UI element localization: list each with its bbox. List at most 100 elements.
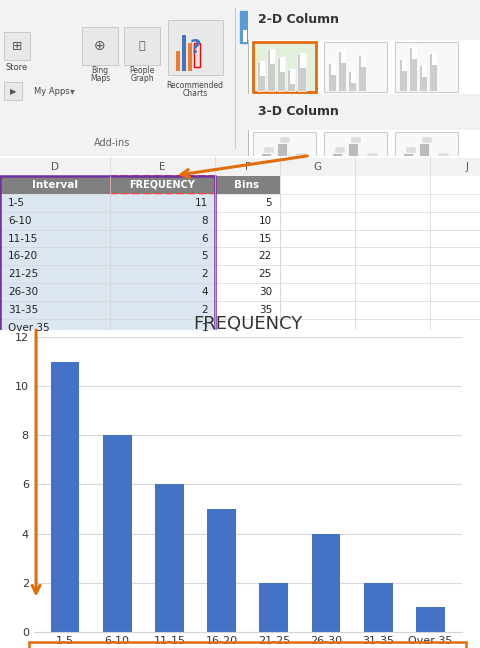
Text: 2: 2 bbox=[201, 305, 207, 316]
Bar bbox=[215, 283, 279, 301]
Bar bbox=[331, 11, 357, 43]
Bar bbox=[279, 57, 285, 72]
Text: 35: 35 bbox=[258, 305, 271, 316]
Bar bbox=[350, 71, 356, 83]
Text: Bins: Bins bbox=[234, 179, 259, 189]
Bar bbox=[401, 59, 406, 71]
Bar bbox=[240, 11, 267, 43]
Bar bbox=[279, 229, 480, 248]
Text: ⊞: ⊞ bbox=[12, 40, 22, 52]
Bar bbox=[215, 319, 279, 338]
Bar bbox=[193, 43, 200, 67]
Bar bbox=[408, 47, 416, 91]
Text: 21-25: 21-25 bbox=[8, 270, 38, 279]
Bar bbox=[50, 362, 79, 632]
Text: Add-ins: Add-ins bbox=[94, 139, 130, 148]
Bar bbox=[391, 11, 417, 43]
Bar bbox=[257, 34, 262, 42]
Bar bbox=[124, 27, 160, 65]
Bar bbox=[293, 214, 303, 233]
Text: D: D bbox=[51, 161, 59, 172]
Text: 10: 10 bbox=[258, 216, 271, 226]
Bar bbox=[411, 47, 416, 59]
Bar bbox=[82, 27, 118, 65]
Bar bbox=[176, 51, 180, 71]
Bar bbox=[247, 94, 480, 130]
Text: Over 35: Over 35 bbox=[8, 323, 49, 334]
Text: People: People bbox=[129, 65, 155, 75]
Bar bbox=[296, 209, 306, 214]
Bar bbox=[434, 159, 444, 181]
Text: 5: 5 bbox=[201, 251, 207, 262]
Bar bbox=[301, 11, 327, 43]
Text: Interval: Interval bbox=[32, 179, 78, 189]
Bar bbox=[110, 301, 215, 319]
Text: 6: 6 bbox=[201, 233, 207, 244]
Text: 6-10: 6-10 bbox=[8, 216, 31, 226]
Bar bbox=[207, 509, 236, 632]
Bar bbox=[215, 194, 279, 211]
Bar bbox=[4, 82, 22, 100]
Bar bbox=[252, 183, 315, 233]
Bar bbox=[0, 301, 110, 319]
Text: 3-D Column: 3-D Column bbox=[257, 105, 338, 119]
Bar bbox=[367, 153, 377, 159]
Text: 16-20: 16-20 bbox=[8, 251, 38, 262]
Bar bbox=[361, 11, 387, 43]
Bar bbox=[242, 30, 247, 42]
Text: 31-35: 31-35 bbox=[8, 305, 38, 316]
Bar bbox=[256, 61, 264, 91]
Bar bbox=[311, 533, 340, 632]
Bar bbox=[300, 53, 305, 68]
Bar bbox=[110, 176, 215, 194]
Bar bbox=[103, 435, 132, 632]
Bar bbox=[0, 176, 215, 338]
Bar bbox=[110, 176, 215, 194]
Bar bbox=[290, 69, 295, 84]
Bar bbox=[415, 607, 444, 632]
Bar bbox=[360, 55, 366, 67]
Text: 15: 15 bbox=[258, 233, 271, 244]
Bar bbox=[269, 49, 275, 64]
Text: 8: 8 bbox=[201, 216, 207, 226]
Bar bbox=[110, 283, 215, 301]
Bar bbox=[155, 485, 183, 632]
Bar bbox=[293, 159, 303, 181]
Bar bbox=[110, 319, 215, 338]
Bar bbox=[0, 194, 110, 211]
Text: J: J bbox=[465, 161, 468, 172]
Bar bbox=[4, 32, 30, 60]
Bar bbox=[252, 42, 315, 92]
Bar bbox=[323, 132, 386, 181]
Text: 11: 11 bbox=[194, 198, 207, 207]
Bar bbox=[421, 65, 426, 77]
Bar bbox=[279, 266, 480, 283]
Text: 5: 5 bbox=[265, 198, 271, 207]
Bar bbox=[424, 0, 480, 43]
Bar bbox=[279, 137, 290, 143]
Text: View: View bbox=[442, 34, 462, 43]
Bar bbox=[279, 319, 480, 338]
Text: More Column Charts...: More Column Charts... bbox=[269, 238, 394, 248]
Bar bbox=[437, 153, 448, 159]
Bar bbox=[188, 43, 192, 71]
Text: ▾: ▾ bbox=[251, 43, 254, 52]
Bar bbox=[297, 53, 305, 91]
Bar bbox=[398, 59, 406, 91]
Text: ⊞: ⊞ bbox=[255, 238, 264, 248]
Text: 4: 4 bbox=[201, 288, 207, 297]
Bar bbox=[110, 229, 215, 248]
Text: 26-30: 26-30 bbox=[8, 288, 38, 297]
Bar bbox=[330, 63, 335, 75]
Bar bbox=[252, 132, 315, 181]
Bar bbox=[110, 248, 215, 266]
Text: 2: 2 bbox=[201, 270, 207, 279]
Bar bbox=[363, 583, 392, 632]
Bar bbox=[259, 61, 264, 76]
Bar bbox=[276, 198, 287, 233]
Bar bbox=[168, 20, 223, 75]
Bar bbox=[215, 266, 279, 283]
Text: Power: Power bbox=[439, 25, 465, 34]
Bar bbox=[296, 153, 306, 159]
Bar bbox=[428, 53, 436, 91]
